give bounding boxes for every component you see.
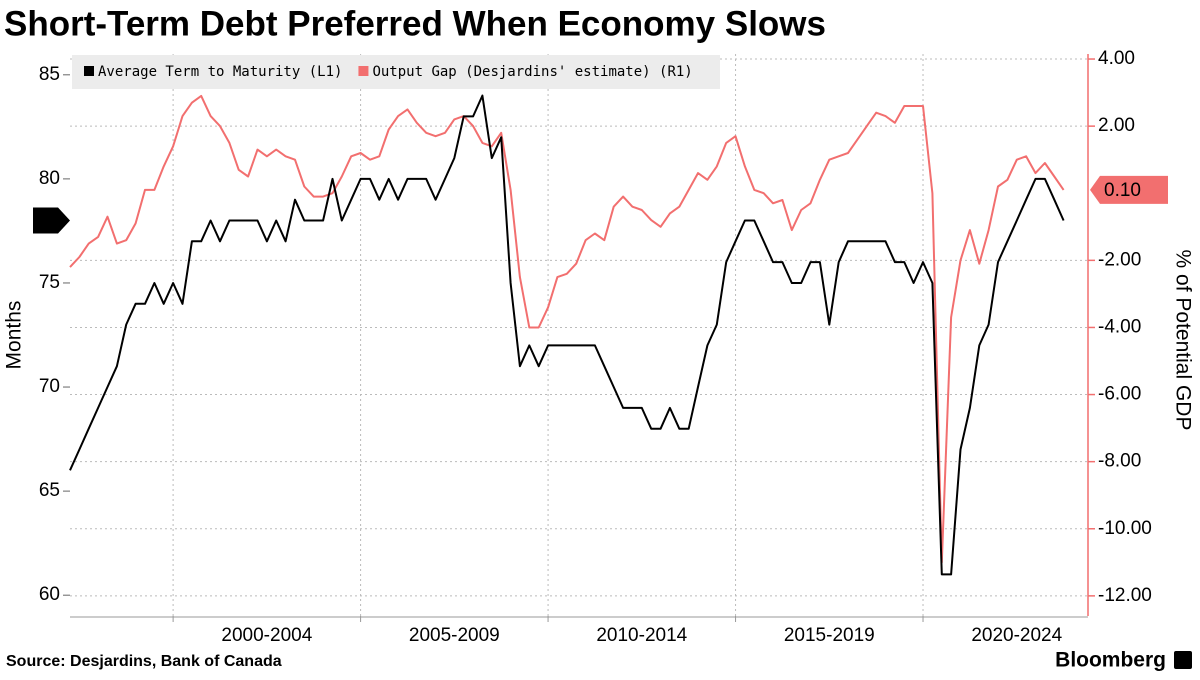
y-tick-label: 60 <box>39 584 60 605</box>
legend-label: Output Gap (Desjardins' estimate) (R1) <box>372 64 692 80</box>
y-tick-label: 85 <box>39 64 60 85</box>
x-tick-label: 2010-2014 <box>596 625 687 646</box>
y2-tick-label: -4.00 <box>1098 316 1141 337</box>
x-tick-label: 2020-2024 <box>971 625 1062 646</box>
legend-swatch <box>358 66 369 76</box>
y2-axis-label: % of Potential GDP <box>1171 250 1194 431</box>
x-tick-label: 2000-2004 <box>221 625 312 646</box>
legend-box <box>72 55 720 89</box>
y-tick-label: 65 <box>39 480 60 501</box>
y2-tick-label: -12.00 <box>1098 585 1152 606</box>
value-label: 0.10 <box>1104 180 1141 201</box>
x-tick-label: 2005-2009 <box>409 625 500 646</box>
y2-tick-label: -8.00 <box>1098 451 1141 472</box>
legend-label: Average Term to Maturity (L1) <box>98 64 342 80</box>
y2-tick-label: -10.00 <box>1098 518 1152 539</box>
brand: Bloomberg <box>1055 649 1166 672</box>
line-series <box>69 94 1065 564</box>
brand-icon <box>1174 651 1192 669</box>
chart-title: Short-Term Debt Preferred When Economy S… <box>4 4 826 43</box>
y2-tick-label: -6.00 <box>1098 384 1141 405</box>
x-tick-label: 2015-2019 <box>784 625 875 646</box>
value-tag <box>1090 175 1168 204</box>
y2-tick-label: -2.00 <box>1098 249 1141 270</box>
value-tag <box>33 207 70 234</box>
y2-tick-label: 2.00 <box>1098 115 1135 136</box>
line-series <box>69 94 1065 576</box>
legend-swatch <box>84 66 94 76</box>
source: Source: Desjardins, Bank of Canada <box>6 653 282 670</box>
legend: Average Term to Maturity (L1) Output Gap … <box>72 55 720 89</box>
y2-tick-label: 4.00 <box>1098 48 1135 69</box>
value-label: 78 <box>35 211 56 232</box>
y-tick-label: 75 <box>39 272 60 293</box>
y-axis-label: Months <box>3 301 26 370</box>
y-tick-label: 70 <box>39 376 60 397</box>
y-tick-label: 80 <box>39 168 60 189</box>
